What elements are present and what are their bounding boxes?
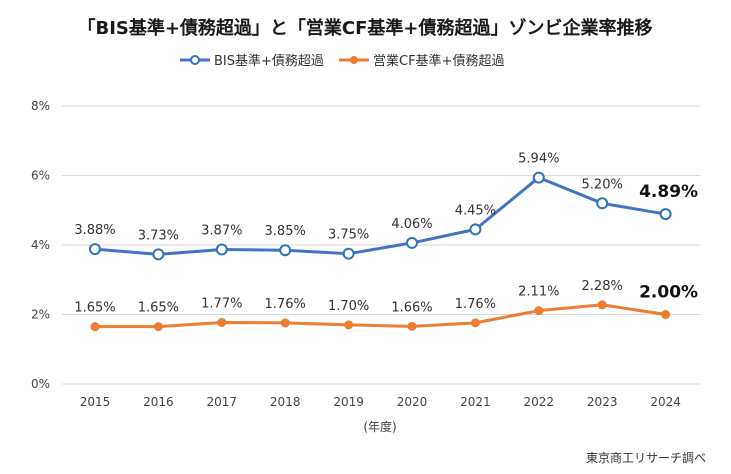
data-label: 3.87% (201, 224, 242, 239)
x-tick-label: 2021 (460, 395, 491, 409)
x-tick-label: 2019 (333, 395, 364, 409)
data-point (470, 318, 480, 328)
data-point (280, 318, 290, 328)
chart-title: 「BIS基準+債務超過」と「営業CF基準+債務超過」ゾンビ企業率推移 (77, 17, 652, 39)
data-label: 1.76% (265, 297, 306, 312)
y-tick-label: 8% (31, 99, 50, 113)
data-label: 1.66% (391, 300, 432, 315)
x-axis-label: (年度) (363, 419, 396, 434)
data-point (153, 322, 163, 332)
data-point (344, 320, 354, 330)
data-label: 3.88% (74, 223, 115, 238)
data-point (596, 197, 609, 210)
legend-marker-cf (350, 56, 358, 64)
data-point (597, 300, 607, 310)
data-point (532, 171, 545, 184)
data-label: 4.89% (639, 182, 698, 202)
data-labels: 3.88% 3.73% 3.87% 3.85% 3.75% 4.06% 4.45% 5.94%… (74, 152, 698, 316)
data-point (89, 243, 101, 256)
series-markers (89, 171, 672, 332)
data-point (90, 322, 100, 332)
x-tick-label: 2024 (650, 395, 681, 409)
data-label: 5.94% (518, 152, 559, 167)
x-tick-label: 2015 (80, 395, 111, 409)
legend-label-cf: 営業CF基準+債務超過 (373, 53, 504, 69)
y-axis: 0% 2% 4% 6% 8% (31, 99, 50, 391)
data-point (469, 223, 482, 236)
legend-marker-bis (190, 55, 200, 65)
data-point (279, 244, 292, 257)
x-tick-label: 2017 (207, 395, 238, 409)
data-label: 5.20% (582, 177, 623, 192)
x-axis: 2015 2016 2017 2018 2019 2020 2021 2022 2023 2024 (80, 395, 681, 409)
series-lines (94, 176, 666, 329)
data-label: 1.76% (455, 297, 496, 312)
legend-label-bis: BIS基準+債務超過 (214, 53, 324, 69)
data-label: 4.06% (391, 217, 432, 232)
data-label: 2.11% (518, 285, 559, 300)
x-tick-label: 2020 (397, 395, 428, 409)
gridlines (62, 105, 700, 385)
data-point (217, 317, 227, 327)
data-point (152, 248, 165, 261)
data-label: 4.45% (455, 203, 496, 218)
x-tick-label: 2023 (587, 395, 618, 409)
data-point (534, 306, 544, 316)
data-point (661, 310, 671, 319)
data-label: 3.85% (265, 224, 306, 239)
data-label: 3.73% (138, 228, 179, 243)
legend: BIS基準+債務超過 営業CF基準+債務超過 (180, 53, 504, 69)
legend-item-cf: 営業CF基準+債務超過 (339, 53, 504, 69)
data-point (342, 247, 355, 260)
data-label: 1.77% (201, 296, 242, 311)
data-label: 2.00% (639, 283, 698, 303)
y-tick-label: 6% (31, 169, 50, 183)
y-tick-label: 0% (31, 377, 50, 391)
data-label: 1.65% (74, 301, 115, 316)
data-label: 1.65% (138, 301, 179, 316)
data-label: 2.28% (582, 279, 623, 294)
series-line-0 (94, 176, 666, 256)
data-point (406, 236, 418, 249)
x-tick-label: 2016 (143, 395, 174, 409)
x-tick-label: 2018 (270, 395, 301, 409)
x-tick-label: 2022 (524, 395, 555, 409)
series-line-1 (95, 303, 666, 329)
data-label: 3.75% (328, 228, 369, 243)
data-point (659, 208, 672, 221)
source-note: 東京商工リサーチ調べ (586, 450, 706, 465)
y-tick-label: 4% (31, 238, 50, 252)
data-point (407, 321, 417, 331)
legend-item-bis: BIS基準+債務超過 (180, 53, 324, 69)
data-point (215, 243, 228, 256)
data-label: 1.70% (328, 299, 369, 314)
y-tick-label: 2% (31, 308, 50, 322)
